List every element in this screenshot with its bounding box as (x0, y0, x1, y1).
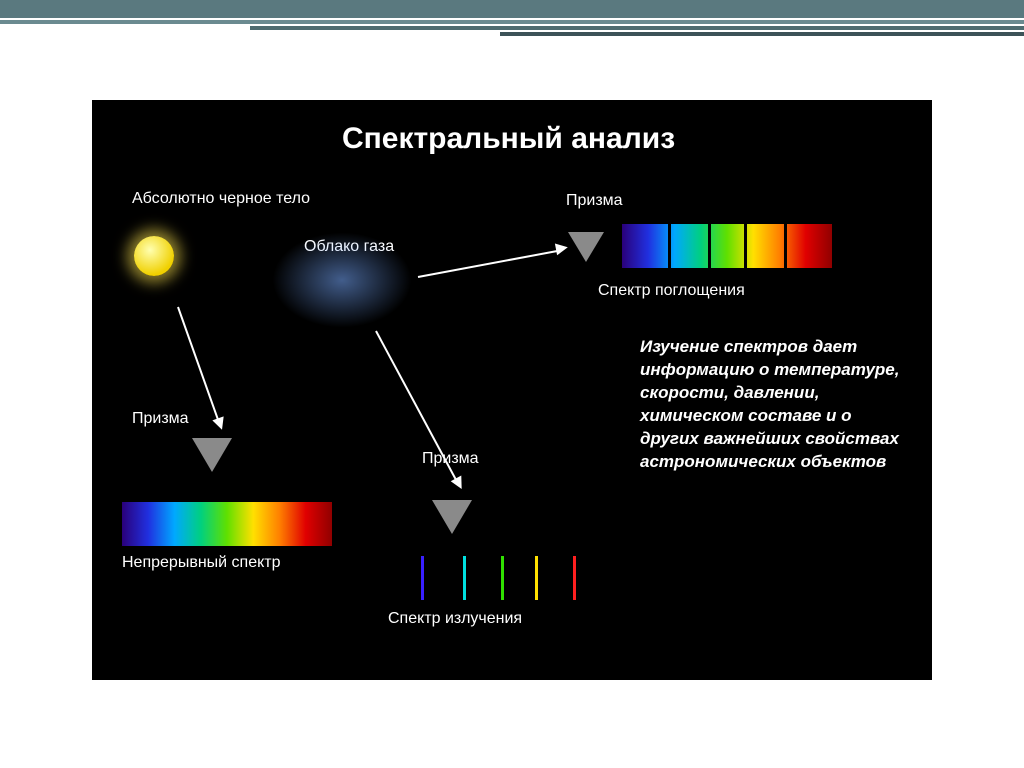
blackbody-sun-icon (134, 236, 174, 276)
arrow-down-mid (375, 331, 457, 481)
label-absorption: Спектр поглощения (598, 282, 745, 300)
label-prism_left: Призма (132, 410, 189, 428)
gas-cloud-icon (272, 232, 412, 328)
label-continuous: Непрерывный спектр (122, 554, 281, 572)
diagram-title: Спектральный анализ (342, 122, 675, 156)
emission-line-2 (501, 556, 504, 600)
info-text: Изучение спектров дает информацию о темп… (640, 336, 910, 474)
emission-spectrum (392, 556, 602, 600)
absorption-line-3 (784, 224, 787, 268)
emission-line-3 (535, 556, 538, 600)
prism-right-icon (568, 232, 604, 262)
rule-1 (250, 26, 1024, 30)
continuous-spectrum (122, 502, 332, 546)
rule-0 (0, 20, 1024, 24)
absorption-line-0 (668, 224, 671, 268)
emission-line-4 (573, 556, 576, 600)
absorption-line-1 (708, 224, 711, 268)
slide-topbar (0, 0, 1024, 18)
arrow-down-left (177, 307, 219, 420)
prism-left-icon (192, 438, 232, 472)
slide: Спектральный анализ Абсолютно черное тело… (0, 0, 1024, 768)
label-prism_top: Призма (566, 192, 623, 210)
emission-line-1 (463, 556, 466, 600)
prism-mid-icon (432, 500, 472, 534)
absorption-spectrum (622, 224, 832, 268)
arrow-right-head-icon (555, 241, 569, 255)
absorption-line-2 (744, 224, 747, 268)
emission-line-0 (421, 556, 424, 600)
arrow-right (418, 250, 557, 278)
label-prism_mid: Призма (422, 450, 479, 468)
rule-2 (500, 32, 1024, 36)
arrow-down-mid-head-icon (451, 476, 467, 492)
diagram-canvas: Спектральный анализ Абсолютно черное тело… (92, 100, 932, 680)
label-blackbody: Абсолютно черное тело (132, 190, 310, 208)
arrow-down-left-head-icon (212, 416, 227, 431)
label-emission: Спектр излучения (388, 610, 522, 628)
